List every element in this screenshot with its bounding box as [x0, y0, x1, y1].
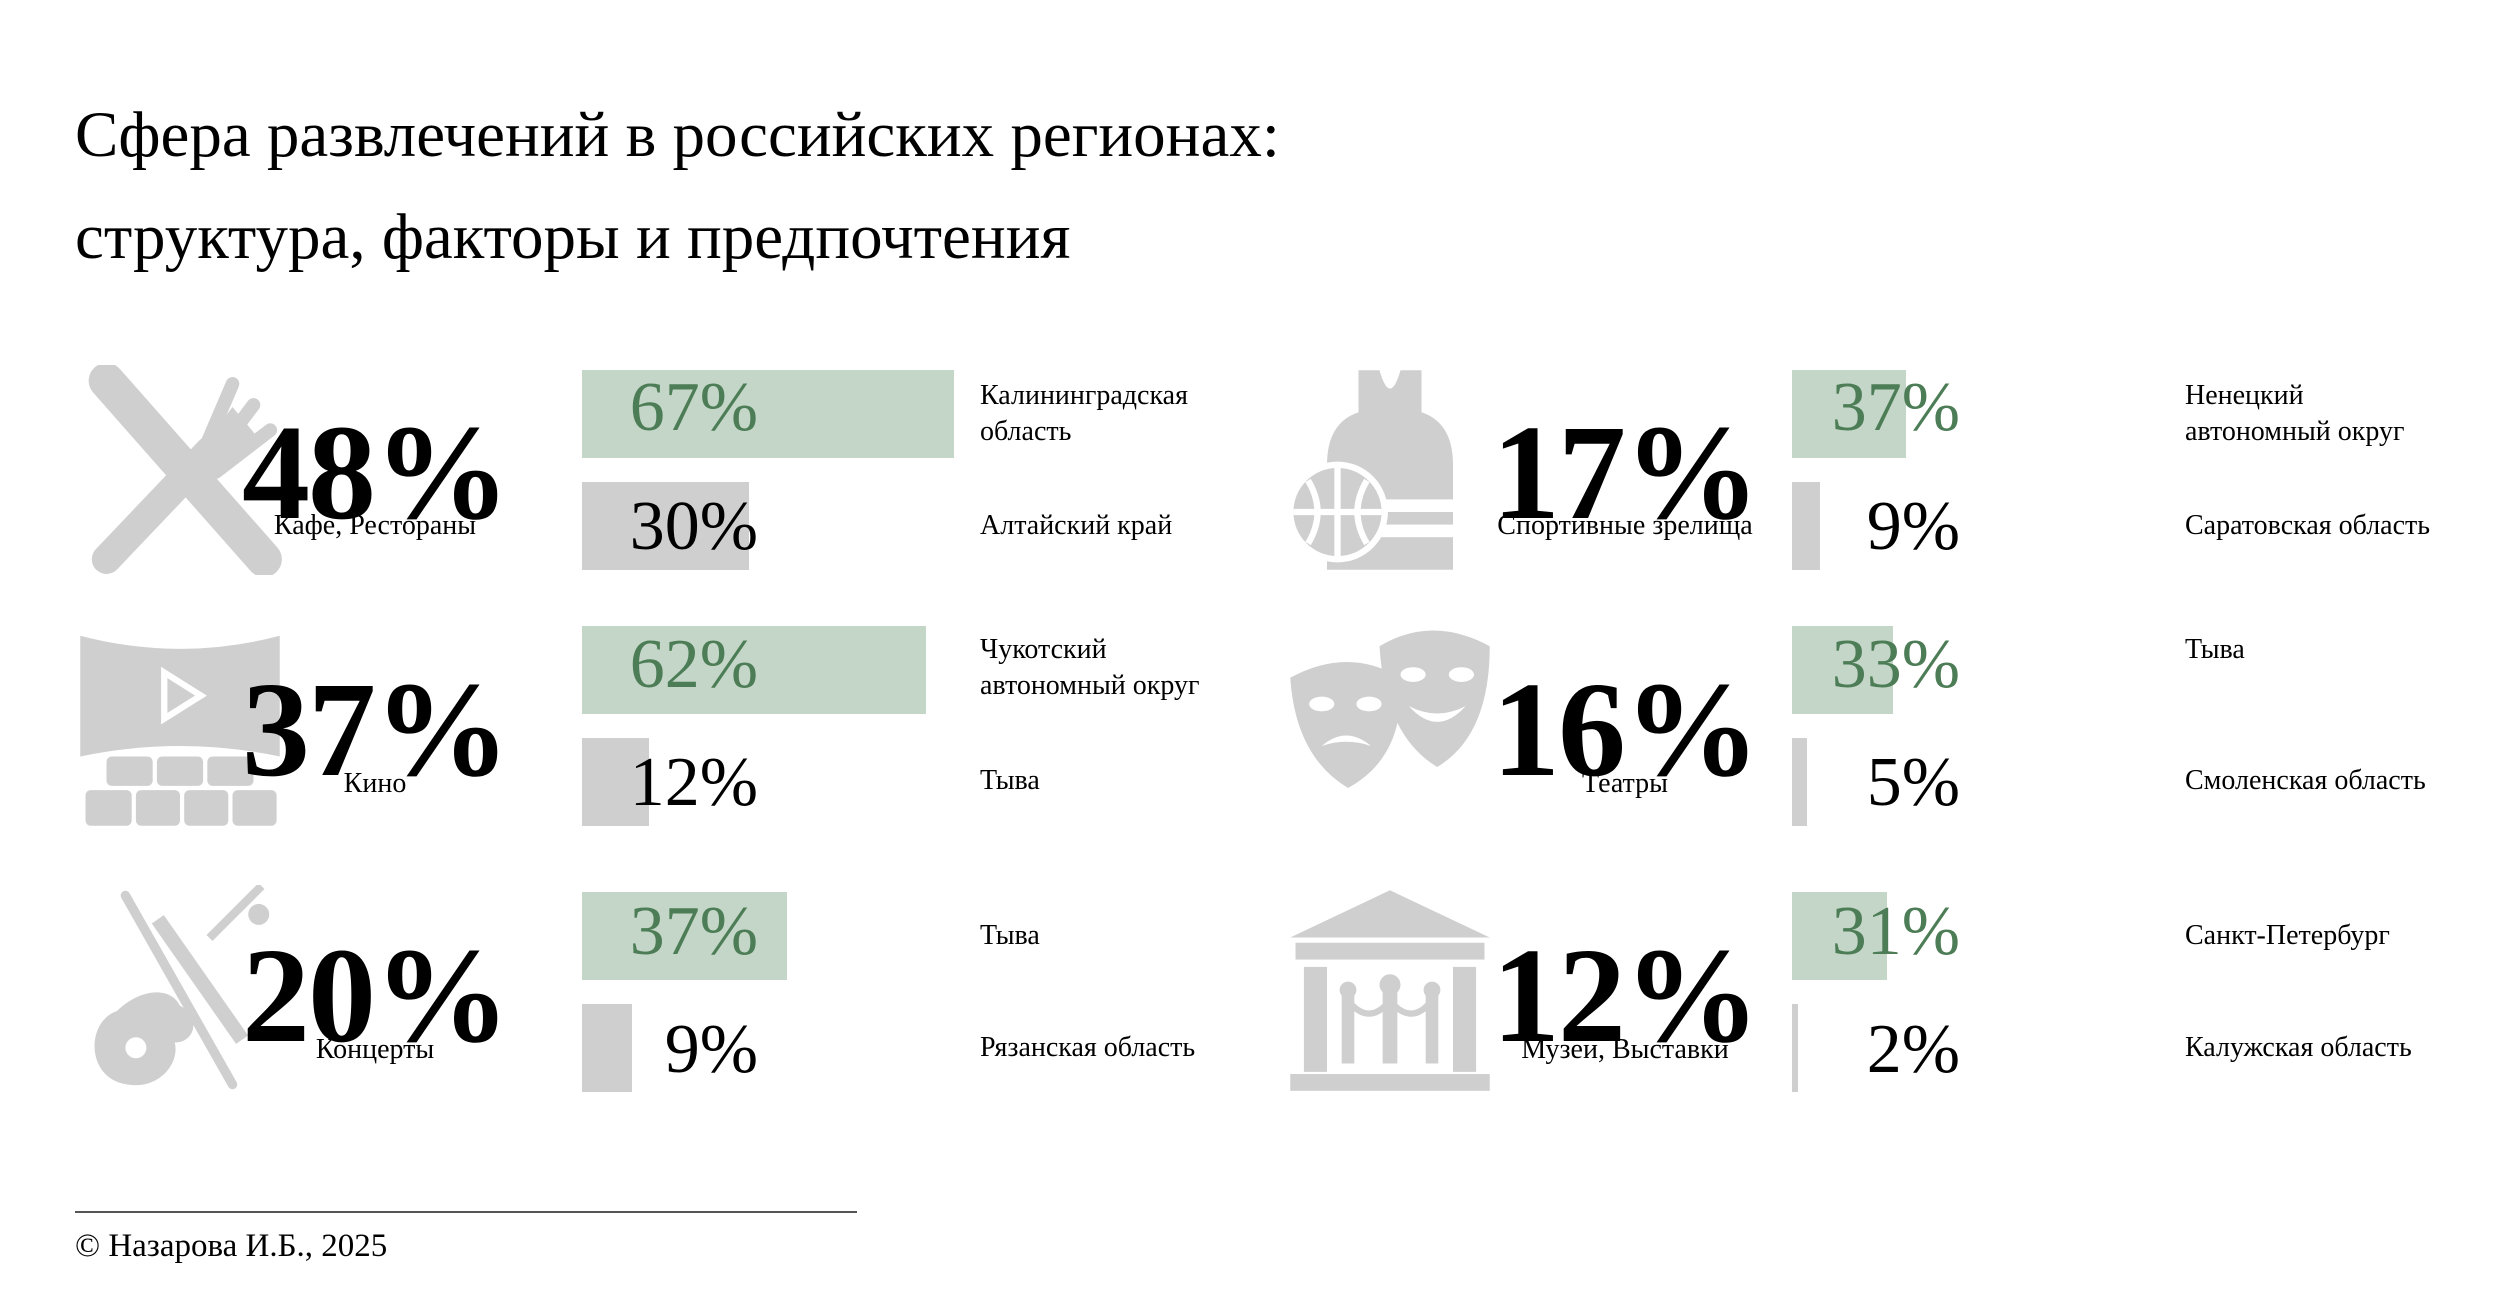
category-5-label: Театры [1582, 768, 1668, 799]
category-3-label: Концерты [315, 1034, 435, 1065]
museum-icon [1285, 885, 1495, 1095]
fork-knife-icon [75, 365, 285, 575]
category-6-max-bar [1792, 892, 1887, 980]
page-title: Сфера развлечений в российских регионах:… [75, 84, 1280, 288]
category-3-min-bar [582, 1004, 632, 1092]
category-5-overall-value: 16% [1492, 655, 1760, 805]
category-5-min-value: 5% [1866, 744, 1960, 821]
category-3-min-value: 9% [664, 1011, 758, 1088]
category-1-min-bar [582, 482, 749, 570]
category-1-min-region: Алтайский край [980, 510, 1173, 541]
title-line-2: структура, факторы и предпочтения [75, 201, 1071, 273]
category-6-max-value: 31% [1831, 893, 1960, 970]
title-line-1: Сфера развлечений в российских регионах: [75, 99, 1280, 171]
category-3-max-region: Тыва [980, 920, 1040, 951]
footer-divider [75, 1211, 857, 1213]
category-3-max-bar [582, 892, 787, 980]
category-4-label: Спортивные зрелища [1497, 510, 1753, 541]
theater-masks-icon [1285, 620, 1495, 830]
copyright-footer: © Назарова И.Б., 2025 [75, 1228, 388, 1264]
category-6-min-value: 2% [1866, 1011, 1960, 1088]
category-5-max-value: 33% [1831, 626, 1960, 703]
category-4-min-bar [1792, 482, 1820, 570]
category-2-min-region: Тыва [980, 765, 1040, 796]
category-3-overall-value: 20% [242, 921, 510, 1071]
category-1-max-region: Калининградская область [980, 380, 1188, 447]
category-4-max-region: Ненецкий автономный округ [2185, 380, 2405, 447]
category-4-max-bar [1792, 370, 1906, 458]
category-2-label: Кино [343, 768, 407, 799]
category-3-min-region: Рязанская область [980, 1032, 1196, 1063]
cinema-icon [75, 620, 285, 830]
category-5-min-region: Смоленская область [2185, 765, 2426, 796]
category-5-max-bar [1792, 626, 1893, 714]
category-6-label: Музеи, Выставки [1521, 1034, 1729, 1065]
category-2-max-bar [582, 626, 926, 714]
category-4-overall-value: 17% [1492, 398, 1760, 548]
category-2-overall-value: 37% [242, 655, 510, 805]
guitar-icon [75, 885, 285, 1095]
category-4-min-region: Саратовская область [2185, 510, 2431, 541]
category-4-max-value: 37% [1831, 369, 1960, 446]
category-2-min-value: 12% [629, 744, 758, 821]
category-3-max-value: 37% [629, 893, 758, 970]
sport-icon [1285, 365, 1495, 575]
category-6-min-region: Калужская область [2185, 1032, 2412, 1063]
category-4-min-value: 9% [1866, 488, 1960, 565]
category-1-overall-value: 48% [242, 398, 510, 548]
category-6-overall-value: 12% [1492, 921, 1760, 1071]
category-2-min-bar [582, 738, 649, 826]
category-5-max-region: Тыва [2185, 634, 2245, 665]
category-2-max-region: Чукотский автономный округ [980, 634, 1200, 701]
category-1-min-value: 30% [629, 488, 758, 565]
category-1-label: Кафе, Рестораны [273, 510, 477, 541]
category-5-min-bar [1792, 738, 1807, 826]
category-1-max-value: 67% [629, 369, 758, 446]
category-1-max-bar [582, 370, 954, 458]
category-6-min-bar [1792, 1004, 1798, 1092]
category-6-max-region: Санкт-Петербург [2185, 920, 2390, 951]
category-2-max-value: 62% [629, 626, 758, 703]
